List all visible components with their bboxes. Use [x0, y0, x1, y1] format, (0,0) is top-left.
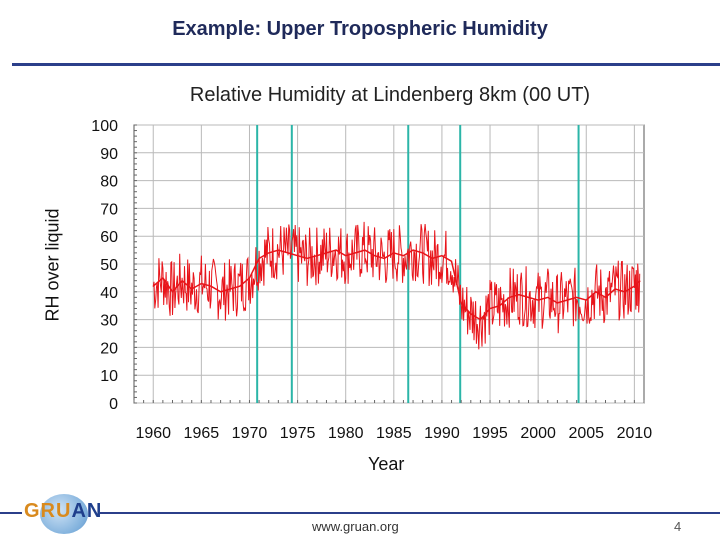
slide-title: Example: Upper Tropospheric Humidity [172, 18, 548, 40]
axes: 0 10 20 30 40 50 60 70 80 90 100 1960 1965 1970 1975 19… [91, 118, 652, 442]
y-tick-label: 0 [109, 396, 118, 413]
x-tick-label: 1960 [135, 425, 171, 442]
y-tick-label: 10 [100, 368, 118, 385]
y-tick-label: 70 [100, 201, 118, 218]
footer-divider [100, 512, 720, 514]
x-tick-label: 1980 [328, 425, 364, 442]
y-tick-label: 60 [100, 229, 118, 246]
y-axis-label: RH over liquid [42, 208, 63, 322]
gruan-logo: GRUAN [18, 490, 114, 536]
x-tick-label: 1995 [472, 425, 508, 442]
chart-title: Relative Humidity at Lindenberg 8km (00 … [189, 84, 591, 106]
grid [133, 124, 645, 404]
y-tick-label: 30 [100, 313, 118, 330]
footer-url[interactable]: www.gruan.org [312, 519, 399, 534]
y-tick-label: 50 [100, 257, 118, 274]
x-tick-label: 2010 [617, 425, 653, 442]
footer-divider-left [0, 512, 22, 514]
globe-icon [40, 494, 88, 534]
logo-text: GRUAN [24, 500, 103, 522]
x-axis-label: Year [368, 454, 405, 474]
x-tick-label: 2005 [568, 425, 604, 442]
x-tick-label: 1985 [376, 425, 412, 442]
y-tick-label: 80 [100, 174, 118, 191]
series-line [152, 221, 641, 350]
y-tick-label: 20 [100, 340, 118, 357]
y-tick-label: 40 [100, 285, 118, 302]
x-tick-label: 1965 [184, 425, 220, 442]
x-tick-label: 1970 [232, 425, 268, 442]
page-number: 4 [674, 519, 682, 534]
y-tick-label: 90 [100, 146, 118, 163]
y-tick-label: 100 [91, 118, 118, 135]
x-tick-label: 2000 [520, 425, 556, 442]
x-tick-label: 1975 [280, 425, 316, 442]
title-divider [12, 63, 720, 66]
x-tick-label: 1990 [424, 425, 460, 442]
series-layer [152, 221, 641, 350]
